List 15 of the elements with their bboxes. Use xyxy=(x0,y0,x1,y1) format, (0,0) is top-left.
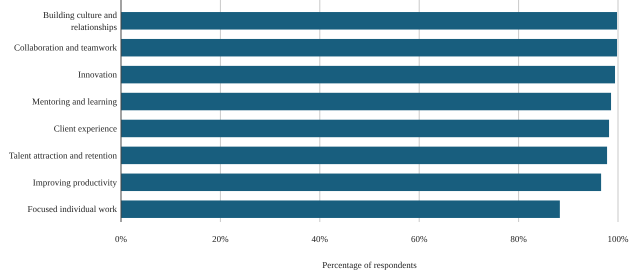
x-tick-label: 40% xyxy=(312,234,329,244)
x-tick-label: 0% xyxy=(115,234,128,244)
y-tick-label: Mentoring and learning xyxy=(32,96,118,107)
y-tick-label: Client experience xyxy=(54,123,117,134)
y-tick-label: Collaboration and teamwork xyxy=(14,42,118,53)
y-tick-label: Improving productivity xyxy=(32,177,118,188)
x-tick-label: 60% xyxy=(410,234,428,244)
x-tick-label: 20% xyxy=(212,234,230,244)
x-axis-title: Percentage of respondents xyxy=(322,260,418,270)
x-tick-label: 80% xyxy=(510,234,528,244)
y-tick-label: Building culture and relationships xyxy=(43,10,118,32)
y-tick-label: Talent attraction and retention xyxy=(8,150,118,160)
x-tick-label: 100% xyxy=(608,234,629,244)
y-tick-label: Innovation xyxy=(78,70,118,80)
y-tick-label: Focused individual work xyxy=(28,204,118,214)
